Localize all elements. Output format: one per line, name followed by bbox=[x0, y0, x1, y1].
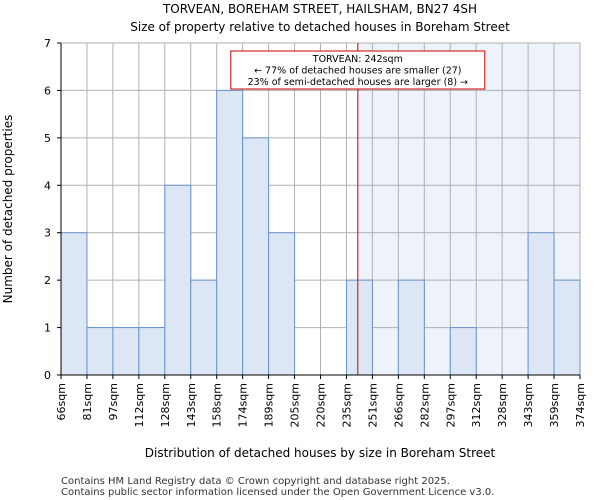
x-tick-label: 328sqm bbox=[496, 383, 509, 427]
chart-title: TORVEAN, BOREHAM STREET, HAILSHAM, BN27 … bbox=[162, 2, 477, 16]
bar bbox=[449, 327, 477, 376]
y-tick-label: 5 bbox=[44, 132, 51, 145]
x-tick-label: 128sqm bbox=[159, 383, 172, 427]
x-tick-label: 266sqm bbox=[392, 383, 405, 427]
bar bbox=[553, 279, 581, 376]
x-tick-label: 158sqm bbox=[211, 383, 224, 427]
x-tick-label: 81sqm bbox=[81, 383, 94, 420]
x-tick-label: 359sqm bbox=[548, 383, 561, 427]
bar bbox=[216, 89, 244, 376]
bar bbox=[397, 279, 425, 376]
x-tick-label: 374sqm bbox=[574, 383, 587, 427]
bar bbox=[138, 327, 166, 376]
x-tick-label: 235sqm bbox=[340, 383, 353, 427]
y-tick-label: 4 bbox=[44, 179, 51, 192]
bar bbox=[527, 232, 555, 376]
bar bbox=[190, 279, 218, 376]
x-tick-label: 297sqm bbox=[444, 383, 457, 427]
y-tick-label: 1 bbox=[44, 322, 51, 335]
x-tick-label: 343sqm bbox=[522, 383, 535, 427]
x-tick-label: 251sqm bbox=[366, 383, 379, 427]
bar bbox=[242, 137, 270, 376]
annotation-line: ← 77% of detached houses are smaller (27… bbox=[254, 66, 461, 77]
x-tick-label: 174sqm bbox=[237, 383, 250, 427]
bar bbox=[268, 232, 296, 376]
x-tick-label: 112sqm bbox=[133, 383, 146, 427]
chart-subtitle: Size of property relative to detached ho… bbox=[130, 20, 510, 34]
annotation-line: TORVEAN: 242sqm bbox=[312, 54, 403, 65]
bar bbox=[112, 327, 140, 376]
annotation-box bbox=[230, 50, 486, 90]
annotation-line: 23% of semi-detached houses are larger (… bbox=[248, 77, 468, 88]
y-tick-label: 6 bbox=[44, 84, 51, 97]
x-tick-label: 97sqm bbox=[107, 383, 120, 420]
x-tick-label: 282sqm bbox=[418, 383, 431, 427]
y-tick-label: 2 bbox=[44, 274, 51, 287]
bar bbox=[164, 184, 192, 376]
x-tick-label: 220sqm bbox=[315, 383, 328, 427]
x-axis-label: Distribution of detached houses by size … bbox=[145, 446, 496, 460]
bar bbox=[345, 279, 373, 376]
x-tick-label: 189sqm bbox=[263, 383, 276, 427]
x-tick-label: 312sqm bbox=[470, 383, 483, 427]
x-tick-label: 66sqm bbox=[55, 383, 68, 420]
footer-line-1: Contains HM Land Registry data © Crown c… bbox=[61, 476, 450, 487]
plot-area: 0 1 2 3 4 5 6 7 66sqm 81sqm 97sqm 112sqm 128sqm 143sq… bbox=[44, 37, 587, 427]
bar bbox=[60, 232, 88, 376]
footer-line-2: Contains public sector information licen… bbox=[61, 487, 494, 498]
y-tick-label: 0 bbox=[44, 369, 51, 382]
y-axis-label: Number of detached properties bbox=[1, 115, 15, 304]
y-tick-label: 7 bbox=[44, 37, 51, 50]
x-tick-label: 205sqm bbox=[289, 383, 302, 427]
x-tick-label: 143sqm bbox=[185, 383, 198, 427]
bar bbox=[86, 327, 114, 376]
y-tick-label: 3 bbox=[44, 227, 51, 240]
